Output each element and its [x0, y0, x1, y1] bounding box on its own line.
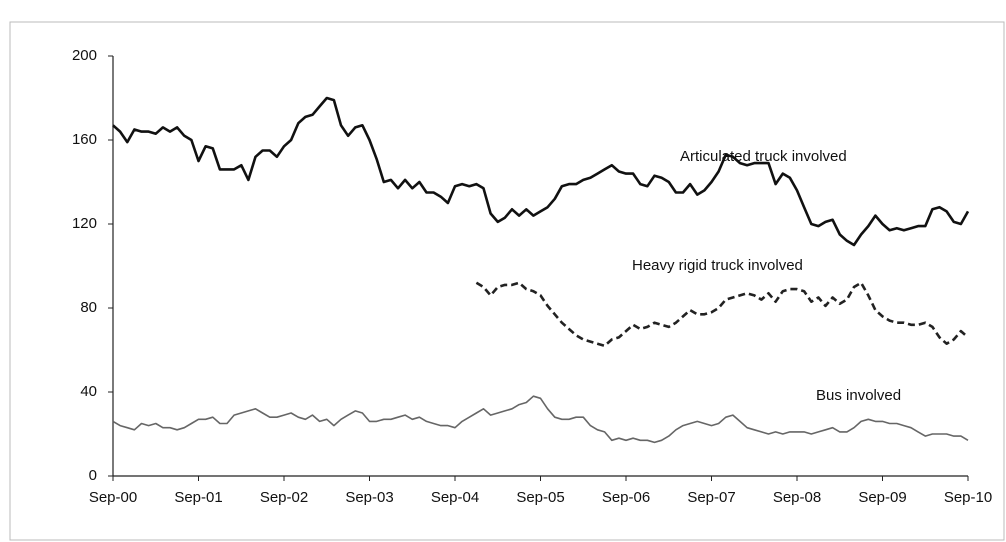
series-line	[112, 96, 970, 247]
y-tick-label: 40	[80, 383, 97, 400]
x-tick-label: Sep-03	[345, 489, 393, 506]
x-tick-label: Sep-07	[687, 489, 735, 506]
series-line	[475, 281, 969, 348]
y-tick-label: 120	[72, 215, 97, 232]
x-tick-label: Sep-00	[89, 489, 137, 506]
series-line	[112, 395, 969, 444]
x-tick-label: Sep-04	[431, 489, 479, 506]
x-tick-label: Sep-02	[260, 489, 308, 506]
x-tick-label: Sep-09	[858, 489, 906, 506]
y-tick-label: 0	[89, 467, 97, 484]
y-tick-label: 160	[72, 131, 97, 148]
x-tick-label: Sep-10	[944, 489, 992, 506]
x-tick-label: Sep-08	[773, 489, 821, 506]
y-tick-label: 200	[72, 47, 97, 64]
series-label: Bus involved	[816, 387, 901, 404]
x-tick-label: Sep-01	[174, 489, 222, 506]
series-label: Articulated truck involved	[680, 148, 847, 165]
x-tick-label: Sep-06	[602, 489, 650, 506]
series-label: Heavy rigid truck involved	[632, 257, 803, 274]
x-tick-label: Sep-05	[516, 489, 564, 506]
y-tick-label: 80	[80, 299, 97, 316]
frame	[9, 21, 1005, 541]
